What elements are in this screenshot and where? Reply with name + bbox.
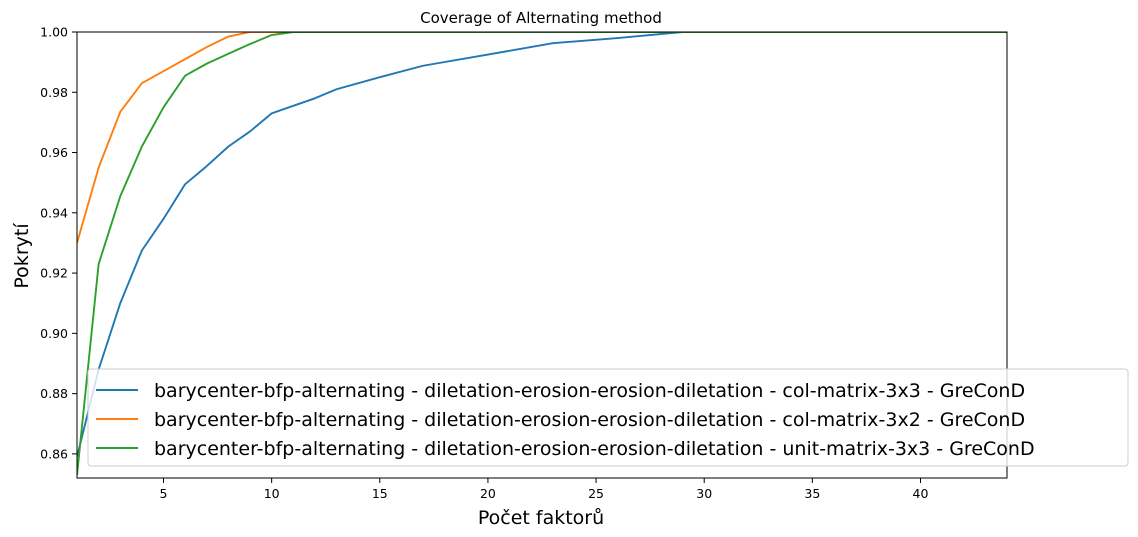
series-line-2 [77,32,1007,244]
x-tick-label: 20 [480,486,496,501]
y-tick-label: 0.86 [40,446,68,461]
x-tick-label: 25 [588,486,604,501]
x-axis-ticks: 5 10 15 20 25 30 35 40 [160,478,929,501]
x-axis-label: Počet faktorů [478,507,604,529]
plot-area [76,31,1008,479]
y-tick-label: 0.98 [40,85,68,100]
legend: barycenter-bfp-alternating - diletation-… [87,368,1129,467]
plot-frame [76,31,1008,479]
x-tick-label: 15 [372,486,388,501]
y-tick-label: 0.96 [40,145,68,160]
x-tick-label: 10 [264,486,280,501]
chart-title: Coverage of Alternating method [420,9,662,27]
series-line-1 [77,32,1007,458]
y-tick-label: 0.94 [40,205,68,220]
series-line-3 [77,32,1007,476]
y-tick-label: 0.92 [40,266,68,281]
legend-entry-1: barycenter-bfp-alternating - diletation-… [154,380,1025,402]
y-tick-label: 0.90 [40,326,68,341]
legend-box [87,368,1129,467]
y-axis-label: Pokrytí [11,223,33,289]
y-tick-label: 1.00 [40,25,68,40]
y-axis-ticks: 0.86 0.88 0.90 0.92 0.94 0.96 0.98 1.00 [40,25,77,461]
y-tick-label: 0.88 [40,386,68,401]
legend-entry-2: barycenter-bfp-alternating - diletation-… [154,409,1025,431]
x-tick-label: 30 [696,486,712,501]
x-tick-label: 5 [160,486,168,501]
x-tick-label: 40 [913,486,929,501]
x-tick-label: 35 [804,486,820,501]
legend-entry-3: barycenter-bfp-alternating - diletation-… [154,438,1035,460]
